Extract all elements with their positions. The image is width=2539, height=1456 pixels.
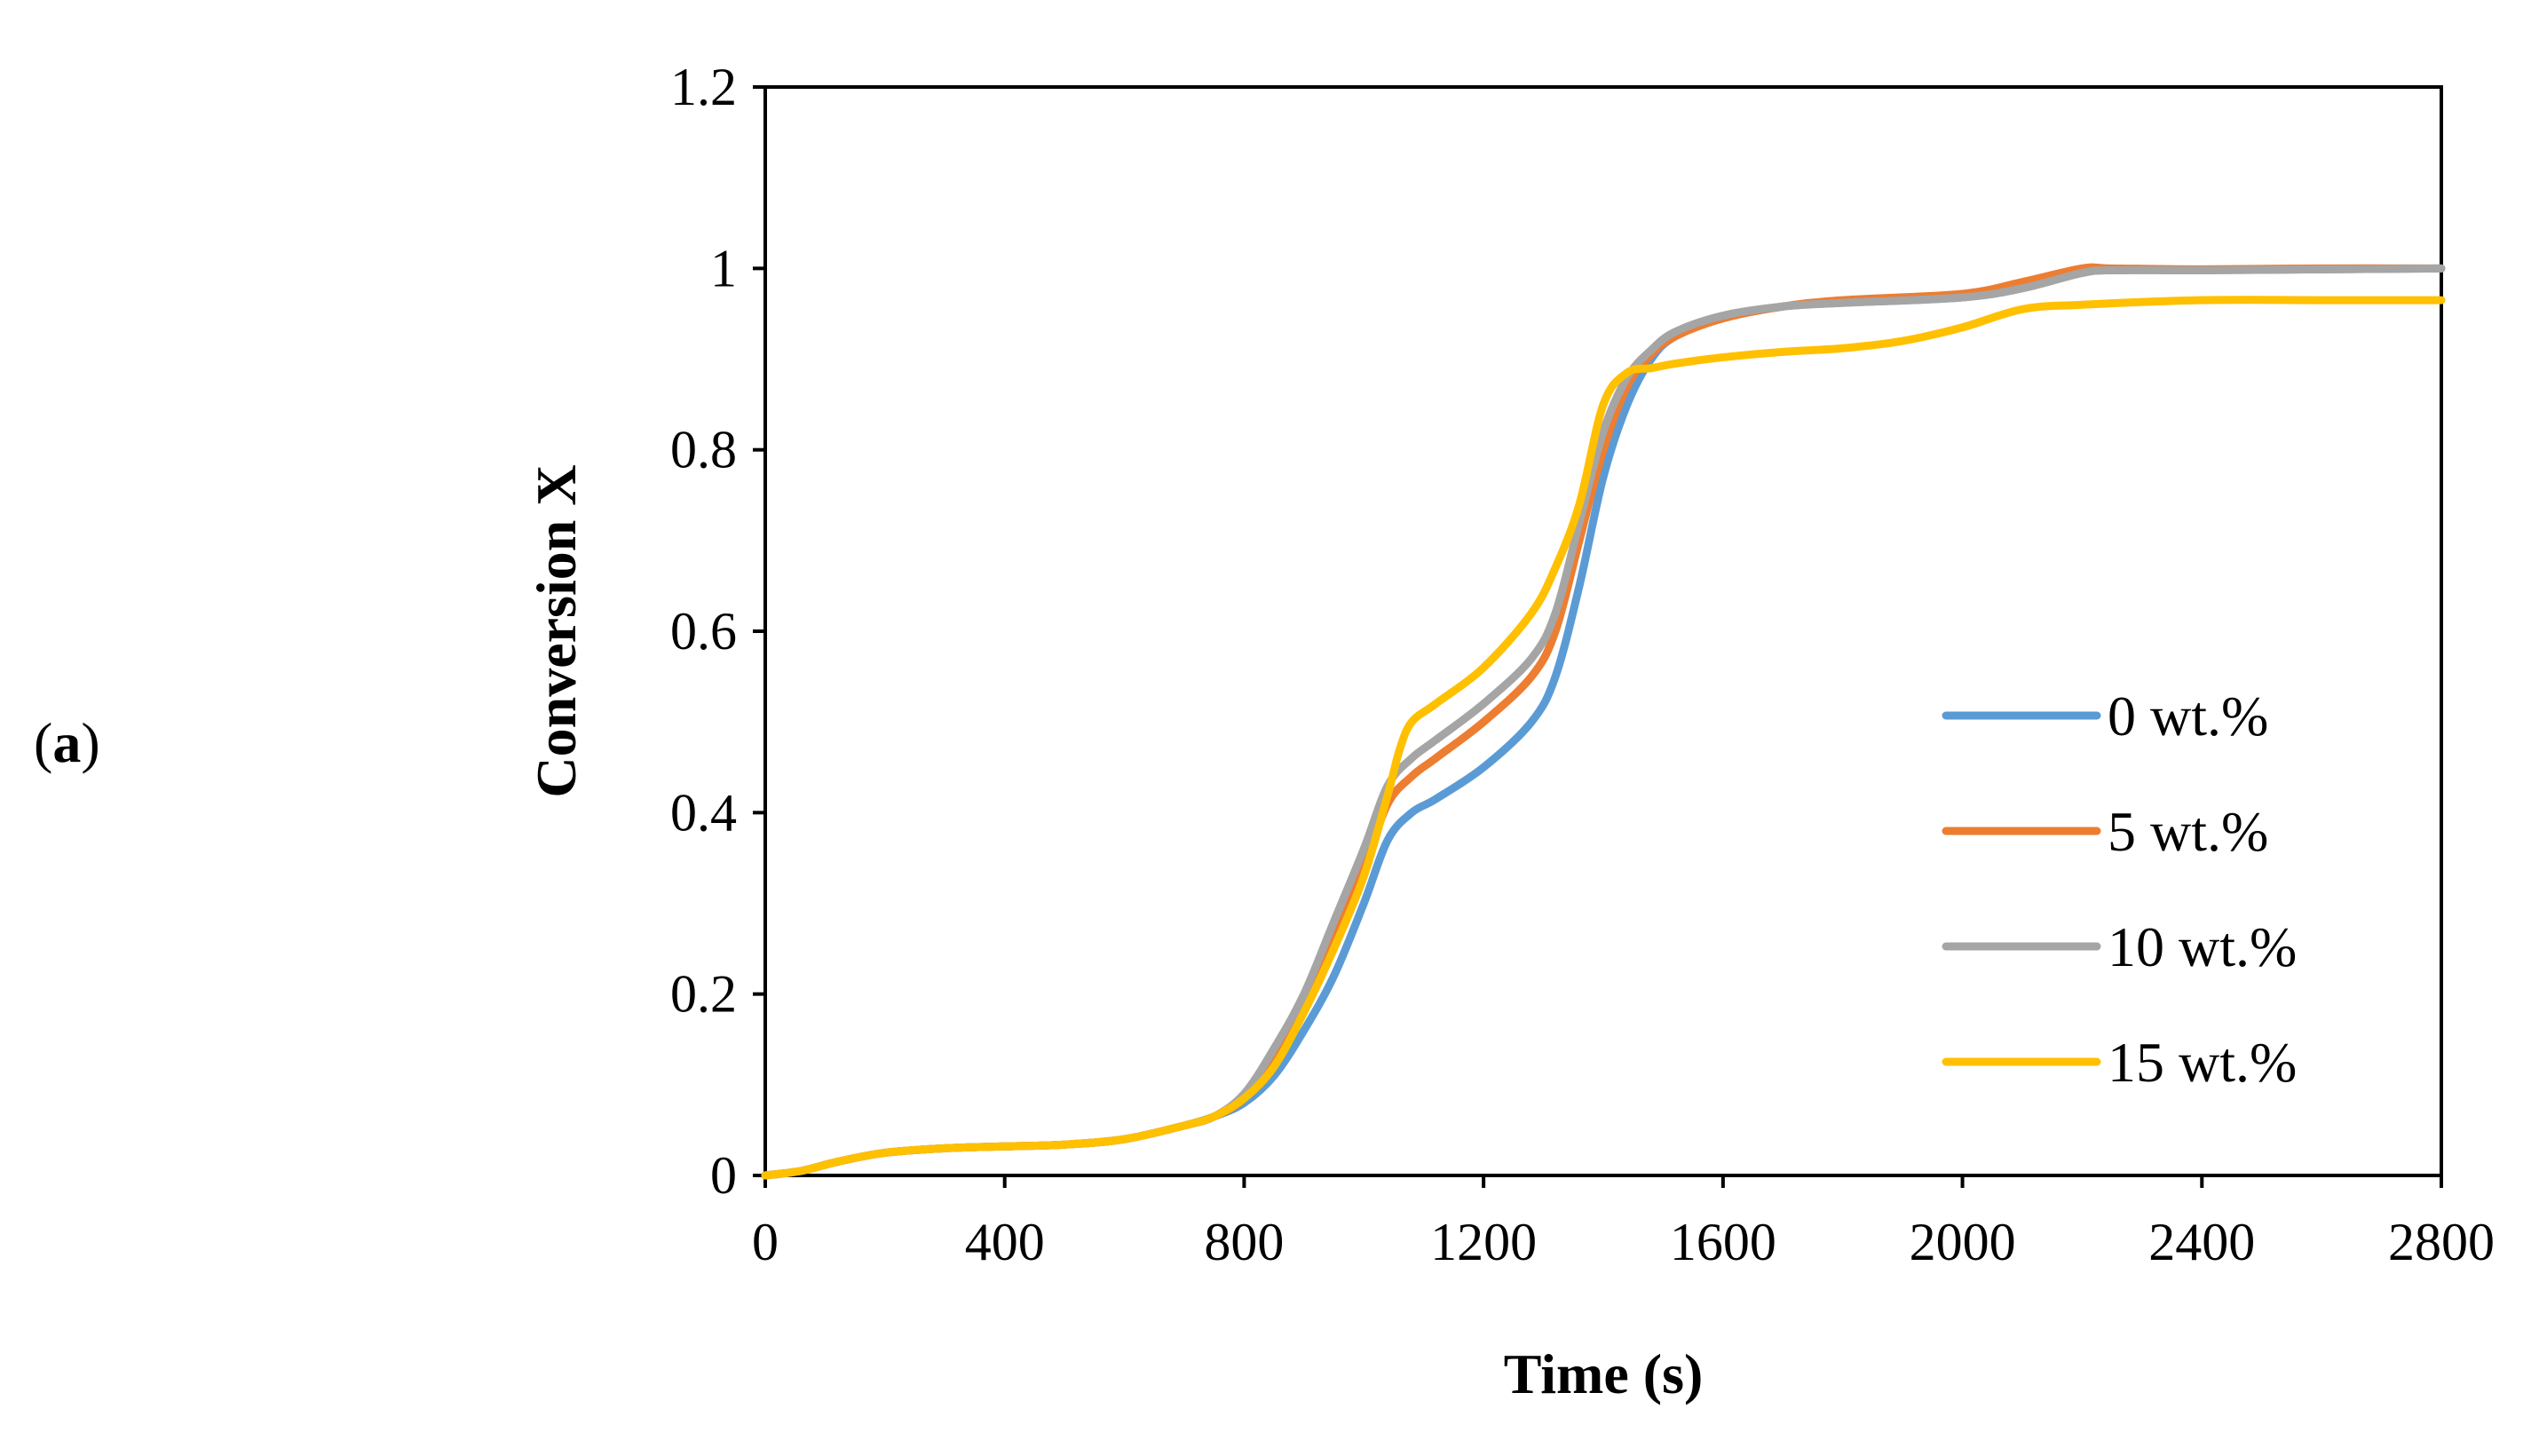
y-tick-label: 0.8 — [670, 421, 737, 479]
x-tick-label: 1200 — [1430, 1213, 1537, 1271]
y-tick-label: 1.2 — [670, 58, 737, 116]
x-tick-label: 0 — [752, 1213, 779, 1271]
y-tick-label: 0.6 — [670, 602, 737, 661]
x-axis-title: Time (s) — [1504, 1342, 1704, 1405]
legend-label: 10 wt.% — [2108, 915, 2297, 978]
y-tick-label: 0.4 — [670, 783, 737, 842]
x-tick-label: 2000 — [1910, 1213, 2016, 1271]
x-tick-label: 800 — [1204, 1213, 1284, 1271]
plot-area-frame — [763, 85, 2443, 1177]
y-axis-title: Conversion X — [525, 464, 588, 797]
legend-label: 0 wt.% — [2108, 684, 2268, 748]
y-tick-label: 0.2 — [670, 965, 737, 1024]
y-tick-label: 1 — [710, 239, 737, 297]
x-tick-label: 1600 — [1670, 1213, 1776, 1271]
legend: 0 wt.% 5 wt.% 10 wt.% 15 wt.% — [1942, 684, 2297, 1094]
y-tick-label: 0 — [710, 1146, 737, 1205]
legend-label: 5 wt.% — [2108, 800, 2268, 863]
x-tick-label: 400 — [965, 1213, 1045, 1271]
x-tick-label: 2400 — [2148, 1213, 2255, 1271]
panel-label: (a) — [34, 711, 100, 774]
series-line-3 — [761, 296, 2446, 1180]
series-layer — [761, 263, 2446, 1180]
x-tick-label: 2800 — [2388, 1213, 2495, 1271]
legend-label: 15 wt.% — [2108, 1031, 2297, 1094]
x-axis-ticks: 0 400 800 1200 1600 2000 2400 2800 — [752, 1175, 2495, 1271]
y-axis-ticks: 0 0.2 0.4 0.6 0.8 1 1.2 — [670, 58, 765, 1205]
